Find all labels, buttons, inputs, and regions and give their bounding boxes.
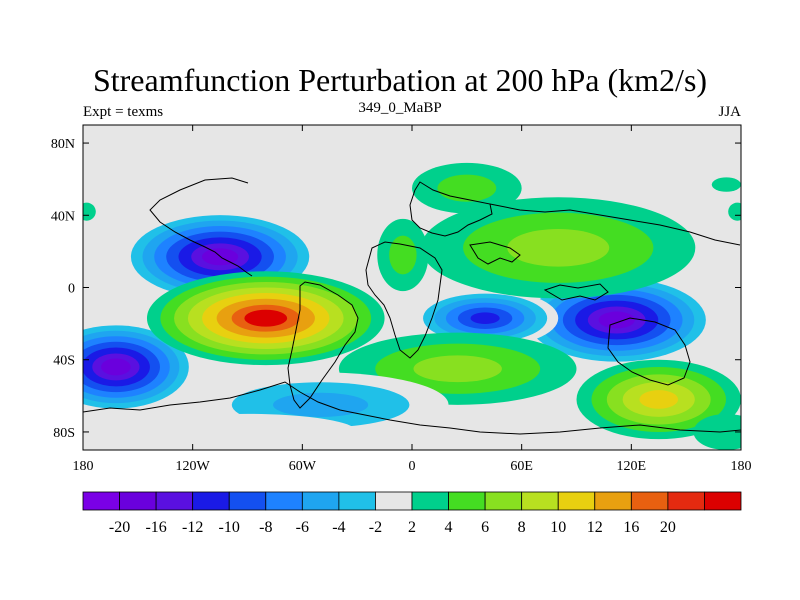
- field-center-3: [516, 273, 718, 367]
- colorbar-label: -16: [145, 519, 166, 536]
- field-center-15: [83, 202, 96, 221]
- y-tick-label: 80N: [51, 137, 75, 152]
- experiment-label: Expt = texms: [83, 104, 164, 120]
- x-tick-label: 120E: [617, 459, 647, 474]
- colorbar-swatch: [192, 491, 230, 511]
- contour-band: [598, 311, 635, 329]
- colorbar-swatch: [448, 491, 486, 511]
- field-center-16: [728, 202, 741, 221]
- colorbar-swatch: [82, 491, 120, 511]
- colorbar-swatch: [594, 491, 632, 511]
- plot-title: Streamfunction Perturbation at 200 hPa (…: [92, 62, 708, 98]
- colorbar-swatch: [338, 491, 376, 511]
- season-label: JJA: [718, 104, 741, 120]
- colorbar-label: 4: [445, 519, 453, 536]
- colorbar-label: 10: [550, 519, 566, 536]
- contour-band: [437, 174, 497, 202]
- coastline-europe: [409, 181, 493, 237]
- colorbar-swatch: [375, 491, 413, 511]
- contour-band: [244, 309, 288, 327]
- y-tick-label: 80S: [53, 426, 75, 441]
- contour-band: [470, 312, 500, 324]
- colorbar-swatch: [155, 491, 194, 511]
- contour-band: [83, 202, 96, 221]
- colorbar-label: 12: [587, 519, 603, 536]
- colorbar-label: -2: [369, 519, 382, 536]
- contour-band: [693, 413, 741, 450]
- x-tick-label: 120W: [176, 459, 211, 474]
- field-center-10: [377, 218, 429, 292]
- colorbar-swatch: [411, 491, 449, 511]
- y-tick-label: 0: [68, 282, 75, 297]
- colorbar-label: -8: [259, 519, 272, 536]
- field-center-11: [412, 162, 522, 214]
- coastline-asia: [469, 203, 741, 301]
- colorbar-swatch: [301, 491, 340, 511]
- contour-band: [639, 390, 679, 409]
- colorbar-label: -12: [182, 519, 203, 536]
- colorbar-swatch: [521, 491, 559, 511]
- colorbar-swatch: [630, 491, 669, 511]
- coastlines: [83, 177, 741, 435]
- contour-band: [507, 228, 610, 267]
- colorbar-label: -4: [332, 519, 345, 536]
- contour-band: [389, 235, 417, 275]
- colorbar-swatch: [228, 491, 267, 511]
- colorbar-swatch: [557, 491, 596, 511]
- contour-band: [273, 392, 369, 417]
- field-center-4: [412, 289, 559, 348]
- colorbar-swatch: [484, 491, 523, 511]
- colorbar-label: 20: [660, 519, 676, 536]
- y-tick-label: 40S: [53, 354, 75, 369]
- coastline-australia: [607, 317, 691, 386]
- colorbar: -20 -16 -12 -10 -8 -6 -4 -2 2 4 6 8 10 12 16 20: [82, 491, 742, 536]
- coastline-south-america: [287, 281, 359, 409]
- field-center-14: [693, 413, 741, 450]
- colorbar-label: 8: [518, 519, 526, 536]
- field-center-7: [576, 359, 741, 440]
- colorbar-label: 6: [481, 519, 489, 536]
- colorbar-swatch: [667, 491, 705, 511]
- contour-band: [101, 358, 131, 376]
- colorbar-label: -20: [109, 519, 130, 536]
- colorbar-swatch: [265, 491, 303, 511]
- coastline-antarctica: [83, 381, 741, 435]
- colorbar-label: 2: [408, 519, 416, 536]
- field-center-2: [83, 320, 199, 414]
- x-tick-label: 0: [409, 459, 416, 474]
- coastline-north-america: [149, 177, 253, 277]
- contour-band: [137, 413, 358, 450]
- coastline-africa: [365, 241, 443, 359]
- colorbar-swatch: [704, 491, 742, 511]
- field-center-8: [421, 197, 696, 299]
- colorbar-label: 16: [623, 519, 639, 536]
- map-axes: 180 120W 60W 0 60E 120E 180 80N 40N 0 40S 80S: [51, 125, 752, 474]
- colorbar-label: -6: [296, 519, 309, 536]
- colorbar-swatch: [119, 491, 157, 511]
- y-tick-label: 40N: [51, 209, 75, 224]
- field-center-17: [711, 177, 741, 192]
- colorbar-label: -10: [219, 519, 240, 536]
- x-tick-label: 180: [73, 459, 94, 474]
- case-label: 349_0_MaBP: [358, 100, 442, 116]
- x-tick-label: 60E: [510, 459, 533, 474]
- x-tick-label: 60W: [289, 459, 317, 474]
- x-tick-label: 180: [731, 459, 752, 474]
- contour-band: [728, 202, 741, 221]
- contour-band: [711, 177, 741, 192]
- contour-band: [413, 355, 502, 383]
- field-center-13: [137, 413, 358, 450]
- field-center-5: [146, 271, 385, 366]
